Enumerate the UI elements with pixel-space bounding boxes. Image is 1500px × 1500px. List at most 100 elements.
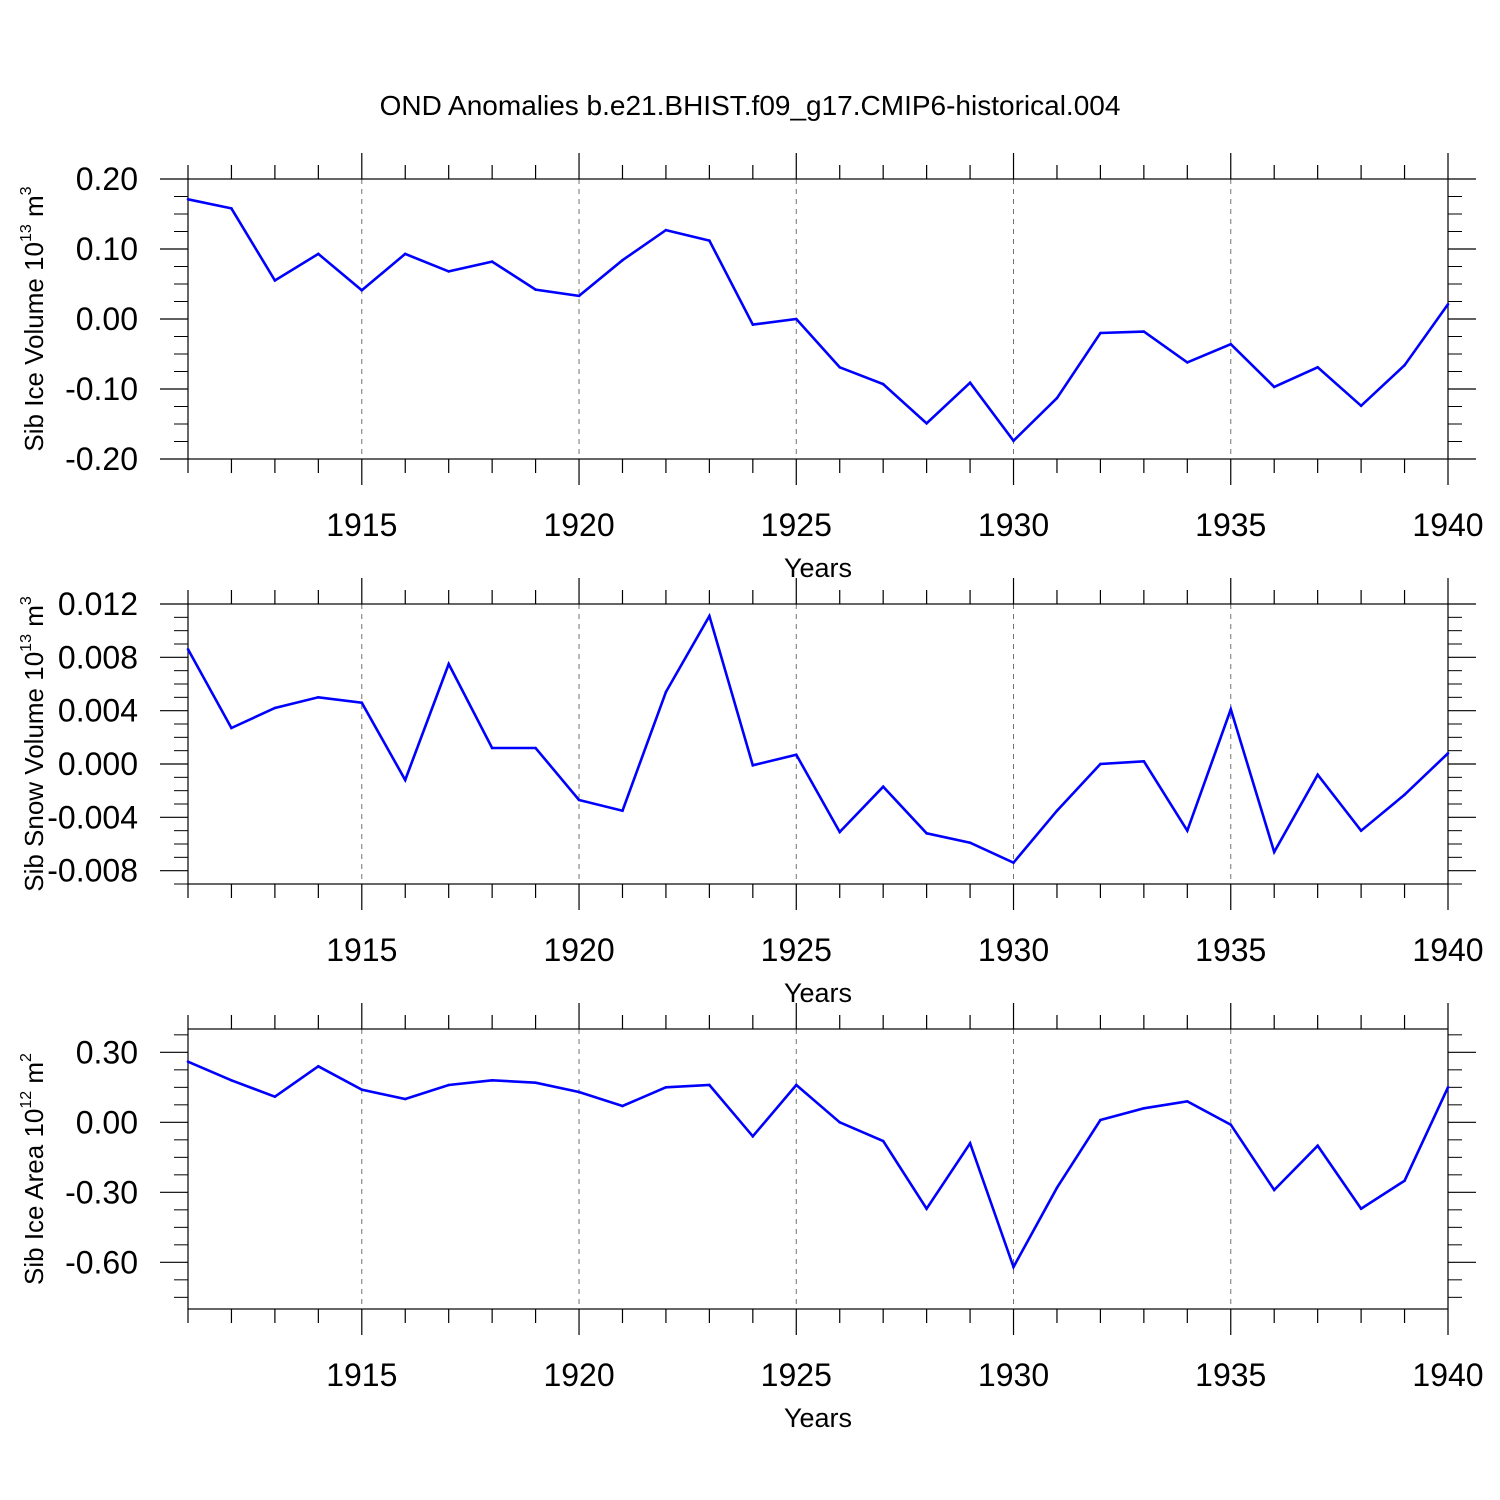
y-label-unit: m [19, 605, 49, 634]
data-point-1933 [1142, 1107, 1146, 1110]
data-point-1912 [230, 207, 233, 210]
y-axis-label: Sib Ice Volume 1013 m3 [18, 186, 49, 451]
panel-2: 1915 1920 1925 1930 1935 1940 -0.008 -0.004 0.00… [18, 578, 1484, 1008]
data-point-1930 [1012, 439, 1015, 443]
data-point-1919 [534, 746, 537, 750]
data-point-1923 [708, 1083, 711, 1087]
data-point-1924 [751, 764, 755, 767]
data-point-1932 [1099, 1118, 1102, 1122]
data-point-1927 [881, 382, 885, 386]
data-point-1928 [925, 832, 928, 835]
y-tick-label: -0.004 [47, 799, 138, 835]
data-point-1914 [317, 696, 320, 699]
data-point-1940 [1446, 1086, 1450, 1089]
data-line [187, 198, 1450, 443]
x-tick-label: 1925 [761, 1357, 832, 1393]
data-point-1921 [621, 258, 624, 262]
y-tick-label: 0.008 [58, 639, 138, 675]
data-point-1925 [794, 753, 798, 756]
x-tick-label: 1935 [1195, 1357, 1266, 1393]
data-point-1935 [1229, 342, 1233, 346]
plot-frame [187, 603, 1449, 885]
data-point-1918 [490, 1079, 494, 1082]
data-point-1921 [621, 1104, 624, 1108]
data-point-1911 [186, 648, 190, 651]
data-point-1922 [664, 228, 668, 232]
y-tick-label: 0.00 [76, 301, 138, 337]
x-tick-label: 1920 [543, 1357, 614, 1393]
y-tick-label: -0.008 [47, 853, 138, 889]
x-tick-label: 1920 [543, 507, 614, 543]
x-axis-label: Years [784, 1403, 852, 1433]
data-point-1936 [1272, 385, 1276, 389]
data-point-1914 [317, 252, 320, 256]
y-label-exponent: 13 [18, 634, 35, 652]
data-point-1936 [1272, 1188, 1276, 1192]
data-point-1940 [1446, 303, 1450, 306]
data-point-1928 [925, 422, 928, 425]
x-tick-label: 1925 [761, 507, 832, 543]
panel-3: 1915 1920 1925 1930 1935 1940 -0.60 -0.30 0.00 0.… [18, 1003, 1484, 1433]
data-point-1939 [1403, 1179, 1406, 1182]
data-point-1913 [273, 706, 277, 710]
y-label-unit-exponent: 2 [18, 1053, 35, 1062]
data-point-1933 [1142, 330, 1146, 333]
data-point-1927 [881, 1139, 885, 1143]
data-point-1926 [838, 1121, 842, 1124]
y-tick-label: 0.10 [76, 231, 138, 267]
data-point-1940 [1446, 752, 1450, 755]
x-tick-label: 1930 [978, 1357, 1049, 1393]
data-point-1923 [708, 239, 711, 242]
data-point-1916 [403, 1097, 407, 1101]
x-tick-label: 1925 [761, 932, 832, 968]
y-tick-label: -0.30 [65, 1174, 138, 1210]
y-label-main: Sib Ice Area 10 [19, 1109, 49, 1285]
panels: 1915 1920 1925 1930 1935 1940 -0.20 -0.10 0.00 0.… [18, 153, 1484, 1433]
y-label-exponent: 12 [18, 1091, 35, 1109]
y-label-unit: m [19, 195, 49, 224]
x-tick-label: 1940 [1412, 507, 1483, 543]
data-point-1925 [794, 317, 798, 321]
data-point-1915 [360, 289, 364, 292]
data-point-1918 [490, 746, 494, 750]
data-point-1924 [751, 1135, 755, 1138]
data-point-1939 [1403, 793, 1406, 796]
y-axis-label: Sib Snow Volume 1013 m3 [18, 596, 49, 892]
y-tick-label: 0.004 [58, 693, 138, 729]
y-label-main: Sib Snow Volume 10 [19, 652, 49, 892]
x-tick-label: 1930 [978, 507, 1049, 543]
data-point-1929 [968, 841, 972, 844]
y-axis-label: Sib Ice Area 1012 m2 [18, 1053, 49, 1285]
data-point-1923 [708, 614, 711, 618]
data-line [187, 1060, 1450, 1271]
y-tick-label: 0.20 [76, 161, 138, 197]
data-point-1934 [1186, 361, 1189, 364]
data-point-1912 [230, 1079, 233, 1082]
data-point-1919 [534, 1081, 537, 1084]
y-label-unit-exponent: 3 [18, 186, 35, 195]
x-tick-label: 1940 [1412, 1357, 1483, 1393]
plot-frame [187, 178, 1449, 460]
data-point-1922 [664, 690, 668, 694]
y-tick-label: -0.60 [65, 1244, 138, 1280]
data-point-1920 [577, 1090, 581, 1094]
data-point-1937 [1316, 1144, 1319, 1147]
y-label-exponent: 13 [18, 224, 35, 242]
data-point-1926 [838, 366, 842, 369]
data-point-1924 [751, 323, 755, 326]
data-point-1935 [1229, 708, 1233, 711]
data-point-1922 [664, 1086, 668, 1089]
data-point-1925 [794, 1083, 798, 1087]
data-point-1917 [447, 662, 450, 666]
data-point-1917 [447, 270, 450, 273]
data-point-1931 [1055, 1186, 1059, 1189]
data-point-1918 [490, 260, 494, 263]
data-point-1913 [273, 1095, 277, 1098]
y-tick-label: 0.30 [76, 1034, 138, 1070]
data-point-1911 [186, 198, 190, 201]
y-tick-label: -0.20 [65, 441, 138, 477]
data-point-1912 [230, 726, 233, 730]
x-tick-label: 1915 [326, 1357, 397, 1393]
x-tick-label: 1930 [978, 932, 1049, 968]
x-tick-label: 1940 [1412, 932, 1483, 968]
